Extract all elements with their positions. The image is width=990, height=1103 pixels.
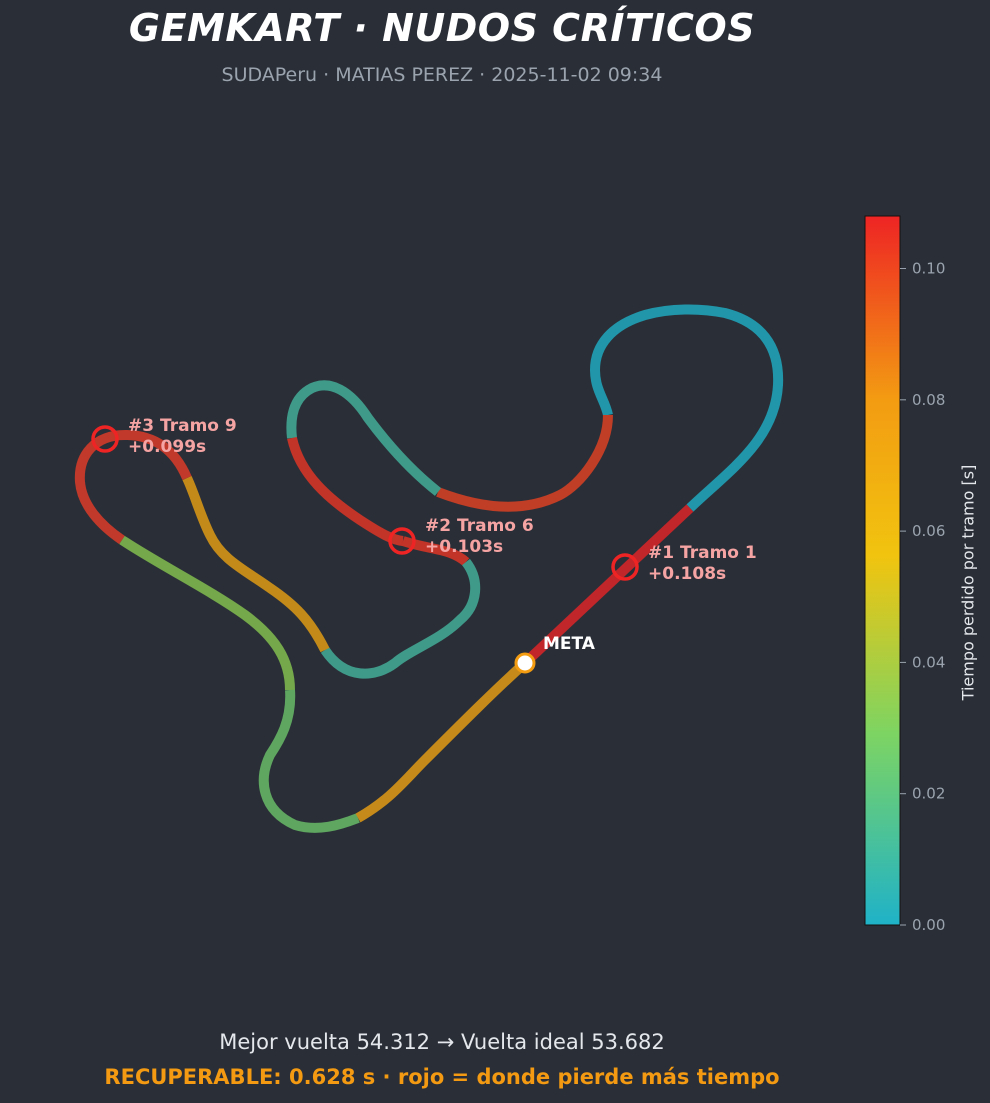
track-segment-tramo-10 <box>119 535 295 691</box>
track-segment-tramo-5 <box>287 436 404 546</box>
colorbar-tick-label: 0.06 <box>912 522 945 540</box>
track-segment-tramo-8 <box>182 475 330 653</box>
colorbar-tick-label: 0.10 <box>912 260 945 278</box>
lap-summary: Mejor vuelta 54.312 → Vuelta ideal 53.68… <box>219 1030 665 1054</box>
start-finish-label: META <box>543 634 596 654</box>
critical-label-3: #3 Tramo 9 <box>128 416 237 436</box>
colorbar-tick-label: 0.02 <box>912 785 945 803</box>
critical-marker-1 <box>611 553 639 581</box>
track-segment-tramo-7 <box>320 558 481 679</box>
track-layer <box>74 304 784 833</box>
chart-subtitle: SUDAPeru · MATIAS PEREZ · 2025-11-02 09:… <box>221 64 663 86</box>
recoverable-summary: RECUPERABLE: 0.628 s · rojo = donde pier… <box>104 1065 780 1089</box>
track-segment-tramo-4 <box>286 380 442 496</box>
colorbar-label: Tiempo perdido por tramo [s] <box>958 464 978 700</box>
colorbar-ticks: 0.00 0.02 0.04 0.06 0.08 0.10 <box>900 260 945 934</box>
critical-value-3: +0.099s <box>128 437 206 457</box>
chart-title: GEMKART · NUDOS CRÍTICOS <box>128 6 756 50</box>
colorbar-tick-label: 0.08 <box>912 391 945 409</box>
track-segment-tramo-1 <box>521 504 694 667</box>
track-segment-tramo-3 <box>436 414 613 512</box>
colorbar-tick-label: 0.00 <box>912 916 945 934</box>
critical-label-1: #1 Tramo 1 <box>648 543 757 563</box>
colorbar-tick-label: 0.04 <box>912 653 945 671</box>
track-segment-tramo-12 <box>355 659 529 823</box>
critical-value-2: +0.103s <box>425 537 503 557</box>
critical-marker-3 <box>91 425 119 453</box>
colorbar-gradient <box>864 215 901 926</box>
start-finish-marker <box>514 652 536 674</box>
critical-marker-2 <box>388 527 416 555</box>
track-segment-tramo-9 <box>74 430 192 545</box>
track-segment-tramo-6 <box>401 536 470 566</box>
colorbar: 0.00 0.02 0.04 0.06 0.08 0.10 <box>864 215 945 934</box>
critical-markers: META #1 Tramo 1+0.108s #2 Tramo 6+0.103s #3… <box>91 416 757 674</box>
track-segment-tramo-2 <box>590 304 784 512</box>
track-segment-tramo-11 <box>258 689 360 833</box>
critical-label-2: #2 Tramo 6 <box>425 516 534 536</box>
critical-value-1: +0.108s <box>648 564 726 584</box>
